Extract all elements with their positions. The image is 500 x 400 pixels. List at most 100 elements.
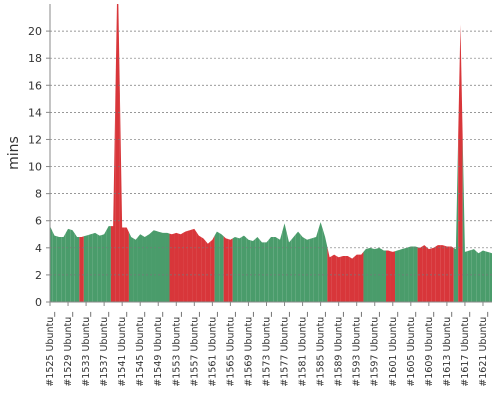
build-area — [327, 247, 332, 302]
y-tick-label: 10 — [28, 161, 42, 174]
build-area — [422, 245, 427, 302]
build-area — [453, 136, 459, 302]
x-tick-label: #1605 Ubuntu_ — [406, 312, 417, 387]
build-area — [264, 239, 269, 302]
build-area — [300, 234, 305, 302]
build-area — [318, 222, 323, 302]
build-area — [313, 229, 319, 302]
build-area — [399, 248, 405, 302]
x-tick-label: #1569 Ubuntu_ — [243, 312, 254, 387]
build-area — [50, 226, 53, 302]
build-area — [462, 138, 468, 302]
build-area — [97, 234, 102, 302]
build-area — [79, 236, 84, 302]
build-area — [178, 232, 184, 302]
build-area — [358, 251, 364, 302]
y-tick-label: 20 — [28, 25, 42, 38]
x-tick-label: #1533 Ubuntu_ — [81, 312, 92, 387]
build-area — [165, 232, 170, 302]
x-tick-label: #1613 Ubuntu_ — [442, 312, 453, 387]
build-area — [83, 234, 89, 302]
build-area — [449, 246, 454, 302]
build-area — [440, 245, 445, 302]
build-area — [349, 256, 355, 302]
build-area — [106, 226, 111, 302]
build-area — [92, 232, 98, 302]
x-tick-label: #1601 Ubuntu_ — [388, 312, 399, 387]
build-area — [187, 229, 193, 302]
build-area — [56, 236, 62, 302]
build-area — [183, 230, 188, 302]
build-area — [174, 232, 179, 302]
build-area — [250, 239, 256, 302]
build-area — [223, 236, 229, 302]
build-area — [489, 252, 492, 302]
build-area — [65, 228, 71, 302]
axes: 0 2 4 6 8 10 12 14 16 18 20 #1525 Ubuntu_ #1529 Ubun… — [28, 4, 492, 387]
x-tick-label: #1597 Ubuntu_ — [370, 312, 381, 387]
x-tick-label: #1541 Ubuntu_ — [117, 312, 128, 387]
x-tick-label: #1585 Ubuntu_ — [316, 312, 327, 387]
build-area — [142, 235, 147, 302]
build-area — [476, 251, 481, 302]
x-tick-label: #1525 Ubuntu_ — [45, 312, 56, 387]
build-area — [381, 249, 387, 302]
y-tick-label: 6 — [35, 215, 42, 228]
build-area — [255, 236, 260, 302]
build-area — [155, 230, 161, 302]
y-tick-label: 14 — [28, 106, 42, 119]
build-area — [363, 248, 368, 302]
x-tick-label: #1549 Ubuntu_ — [153, 312, 164, 387]
build-area — [237, 236, 242, 302]
build-area — [128, 232, 134, 302]
x-tick-label: #1621 Ubuntu_ — [478, 312, 489, 387]
y-tick-label: 2 — [35, 269, 42, 282]
x-tick-label: #1609 Ubuntu_ — [424, 312, 435, 387]
build-area — [160, 232, 166, 302]
build-area — [277, 231, 283, 302]
build-area — [210, 235, 215, 302]
build-area — [115, 4, 120, 302]
build-area — [101, 230, 107, 302]
y-tick-label: 16 — [28, 79, 42, 92]
x-tick-label: #1573 Ubuntu_ — [261, 312, 272, 387]
x-tick-label: #1529 Ubuntu_ — [63, 312, 74, 387]
x-tick-label: #1577 Ubuntu_ — [280, 312, 291, 387]
build-area — [201, 236, 206, 302]
x-tick-label: #1553 Ubuntu_ — [171, 312, 182, 387]
build-area — [322, 229, 328, 302]
build-area — [219, 232, 224, 302]
build-area — [169, 233, 175, 302]
build-area — [426, 247, 432, 302]
build-area — [228, 238, 233, 302]
y-tick-label: 18 — [28, 52, 42, 65]
build-area — [435, 245, 441, 302]
build-area — [291, 234, 296, 302]
build-area — [110, 94, 116, 302]
build-area — [386, 250, 391, 302]
build-area — [340, 255, 346, 302]
build-area — [214, 231, 220, 302]
build-area — [205, 241, 211, 302]
build-area — [480, 250, 486, 302]
x-tick-label: #1617 Ubuntu_ — [460, 312, 471, 387]
build-area — [88, 233, 93, 302]
build-area — [52, 230, 57, 302]
build-area — [309, 237, 314, 302]
build-area — [390, 251, 396, 302]
build-area — [458, 24, 463, 302]
x-tick-label: #1593 Ubuntu_ — [352, 312, 363, 387]
build-area — [295, 231, 301, 302]
build-area — [395, 249, 400, 302]
build-area — [286, 232, 292, 302]
build-area — [336, 255, 341, 302]
x-tick-label: #1565 Ubuntu_ — [225, 312, 236, 387]
build-area — [304, 238, 310, 302]
x-tick-label: #1545 Ubuntu_ — [135, 312, 146, 387]
plot-area — [50, 4, 492, 302]
build-area — [273, 236, 278, 302]
build-area — [74, 233, 80, 302]
build-area — [408, 246, 414, 302]
x-tick-label: #1589 Ubuntu_ — [334, 312, 345, 387]
